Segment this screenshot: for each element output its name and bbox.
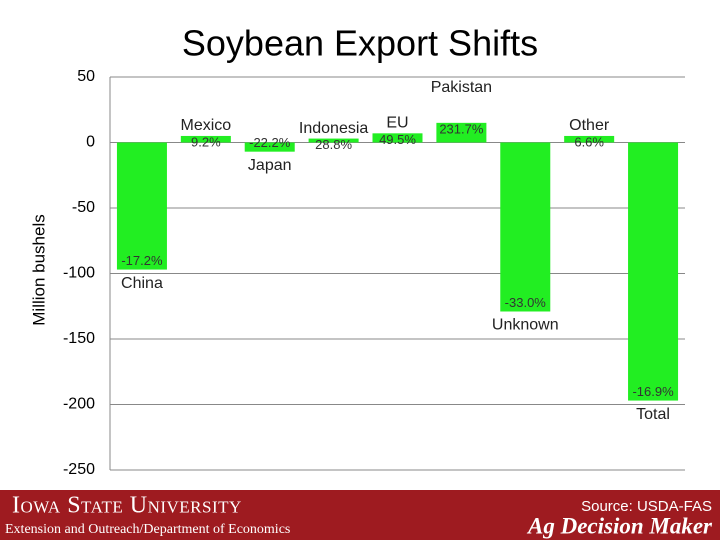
category-label: Japan [248,157,292,174]
footer-band [0,490,720,540]
category-label: Mexico [180,117,231,134]
y-axis-title: Million bushels [29,214,48,326]
y-tick-label: 0 [86,134,95,151]
annotation: 9.2% [191,134,221,149]
annotation: 6.6% [574,134,604,149]
y-tick-label: -250 [63,461,95,478]
university-name: Iowa State University [12,493,242,519]
category-label: Pakistan [431,79,492,96]
annotation: -17.2% [121,253,163,268]
department: Extension and Outreach/Department of Eco… [5,522,290,537]
bar [628,142,679,401]
bar [308,138,359,143]
y-tick-label: -150 [63,330,95,347]
category-label: Other [569,117,610,134]
source: Source: USDA-FAS [581,498,712,515]
bar [180,135,231,143]
y-tick-label: -200 [63,396,95,413]
brand: Ag Decision Maker [526,513,713,538]
annotation: 49.5% [379,132,416,147]
annotation: -16.9% [632,384,674,399]
annotation: -33.0% [505,295,547,310]
annotation: 231.7% [439,121,484,136]
bar [564,135,615,143]
chart-title: Soybean Export Shifts [182,23,538,64]
bar [436,122,487,143]
category-label: EU [386,115,408,132]
category-label: Unknown [492,317,559,334]
annotation: 28.8% [315,137,352,152]
bar [500,142,551,312]
annotation: -22.2% [249,135,291,150]
category-label: Total [636,406,670,423]
y-tick-label: -100 [63,265,95,282]
bar [372,133,423,143]
category-label: Indonesia [299,120,368,137]
y-tick-label: 50 [77,68,95,85]
y-tick-label: -50 [72,199,95,216]
bar [116,142,167,270]
category-label: China [121,275,163,292]
bar [244,142,295,152]
